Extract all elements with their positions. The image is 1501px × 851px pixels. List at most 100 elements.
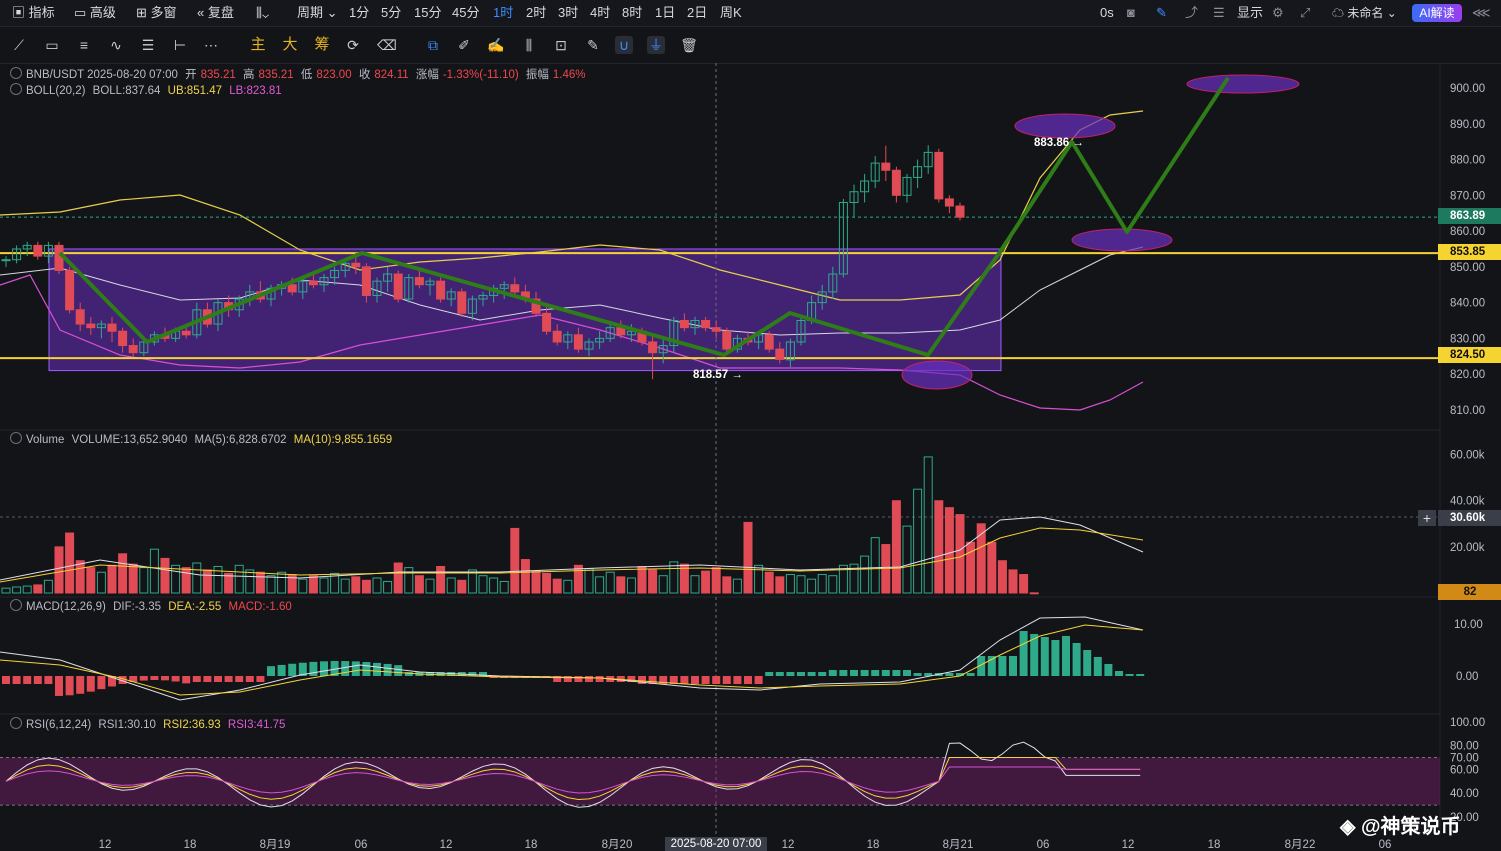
interval-0[interactable]: 1分 bbox=[349, 5, 370, 20]
macd-bar bbox=[76, 676, 85, 694]
fib-tool-icon[interactable]: ☰ bbox=[141, 37, 155, 53]
shortcut-icon[interactable]: ⤴ bbox=[1185, 5, 1199, 20]
volume-bar bbox=[955, 514, 965, 594]
line-tool-icon[interactable]: ⟋ bbox=[14, 37, 24, 53]
macd-bar bbox=[1062, 636, 1070, 676]
volume-bar bbox=[701, 570, 711, 594]
interval-2[interactable]: 15分 bbox=[414, 5, 442, 20]
volume-bar bbox=[849, 563, 859, 594]
candle-body bbox=[796, 320, 806, 343]
support-price-tag: 824.50 bbox=[1438, 347, 1501, 363]
camera-icon[interactable]: ◙ bbox=[1127, 5, 1135, 20]
interval-11[interactable]: 周K bbox=[720, 5, 742, 20]
indicators-button[interactable]: ▣ 指标 bbox=[12, 5, 55, 20]
low-value: 823.00 bbox=[316, 69, 352, 81]
price-tick-0: 900.00 bbox=[1450, 83, 1485, 95]
eraser-icon[interactable]: ⌫ bbox=[377, 37, 397, 53]
period-dropdown[interactable]: 周期 ⌄ bbox=[297, 5, 338, 20]
interval-8[interactable]: 8时 bbox=[622, 5, 643, 20]
multi-window-button[interactable]: ⊞ 多窗 bbox=[136, 5, 177, 20]
macd-bar bbox=[298, 662, 307, 676]
candle-body bbox=[404, 277, 414, 300]
rsi-zone bbox=[0, 757, 1440, 806]
macd-bar bbox=[139, 676, 148, 681]
lock-icon[interactable]: ⊡ bbox=[555, 37, 567, 53]
copy-icon[interactable]: ⧉ bbox=[428, 37, 438, 53]
candle-body bbox=[351, 262, 361, 268]
open-value: 835.21 bbox=[200, 69, 236, 81]
macd-bar bbox=[574, 676, 583, 682]
volume-bar bbox=[966, 541, 976, 594]
settings-list-icon[interactable]: ☰ bbox=[1213, 5, 1225, 20]
sync-icon[interactable]: ⟳ bbox=[347, 37, 359, 53]
horizontal-line-icon[interactable]: ⊢ bbox=[173, 37, 187, 53]
ai-analysis-button[interactable]: AI解读 bbox=[1412, 4, 1462, 22]
magnet-icon[interactable]: ∪ bbox=[615, 36, 633, 54]
trash-icon[interactable]: 🗑 bbox=[680, 37, 698, 53]
candle-body bbox=[764, 334, 774, 350]
eye-icon[interactable] bbox=[10, 717, 22, 729]
macd-bar bbox=[1125, 674, 1134, 676]
eye-icon[interactable] bbox=[10, 67, 22, 79]
rsi3-value: RSI3:41.75 bbox=[227, 719, 286, 731]
eye-icon[interactable] bbox=[10, 432, 22, 444]
volume-bar bbox=[361, 579, 371, 594]
layout-name-dropdown[interactable]: ☁ 未命名 ⌄ bbox=[1332, 6, 1397, 20]
eye-icon[interactable] bbox=[10, 83, 22, 95]
volume-bar bbox=[1, 587, 11, 594]
volume-bar bbox=[139, 567, 149, 594]
candles-icon[interactable]: ⫼ bbox=[525, 37, 533, 53]
chart-type-button[interactable]: ⫼⌄ bbox=[256, 5, 270, 20]
gear-icon[interactable]: ⚙ bbox=[1272, 5, 1284, 20]
brush-icon[interactable]: ✍ bbox=[487, 37, 505, 53]
volume-tick-1: 40.00k bbox=[1450, 496, 1485, 508]
candle-body bbox=[107, 323, 117, 332]
candle-body bbox=[531, 298, 541, 314]
more-tools-icon[interactable]: ⋯ bbox=[204, 37, 218, 53]
interval-10[interactable]: 2日 bbox=[687, 5, 708, 20]
macd-bar bbox=[775, 672, 784, 676]
volume-bar bbox=[552, 578, 562, 594]
high-annotation: 883.86 → bbox=[1034, 137, 1084, 149]
chips-button[interactable]: 筹 bbox=[314, 36, 330, 53]
macd-bar bbox=[903, 670, 911, 676]
rsi-tick-5: 20.00 bbox=[1450, 812, 1479, 824]
rectangle-tool-icon[interactable]: ▭ bbox=[45, 37, 59, 53]
interval-5[interactable]: 2时 bbox=[526, 5, 547, 20]
volume-bar bbox=[637, 565, 647, 594]
interval-9[interactable]: 1日 bbox=[655, 5, 676, 20]
ruler-icon[interactable]: ✐ bbox=[458, 37, 470, 53]
boll-ub: UB:851.47 bbox=[167, 85, 222, 97]
candle-body bbox=[393, 273, 403, 300]
share-icon[interactable]: ⋘ bbox=[1472, 5, 1491, 20]
interval-4[interactable]: 1时 bbox=[493, 5, 514, 20]
rsi2-line bbox=[5, 757, 1141, 800]
display-button[interactable]: 显示 bbox=[1237, 5, 1264, 20]
volume-bar bbox=[425, 578, 435, 594]
candle-body bbox=[446, 291, 456, 300]
resistance-price-tag: 853.85 bbox=[1438, 244, 1501, 260]
wave-tool-icon[interactable]: ∿ bbox=[110, 37, 122, 53]
fullscreen-icon[interactable]: ⤢ bbox=[1300, 5, 1311, 20]
advanced-button[interactable]: ▭ 高级 bbox=[74, 5, 116, 20]
interval-7[interactable]: 4时 bbox=[590, 5, 611, 20]
interval-6[interactable]: 3时 bbox=[558, 5, 579, 20]
macd-bar bbox=[1051, 640, 1060, 676]
candle-body bbox=[563, 334, 573, 343]
filter-icon[interactable]: ⏚ bbox=[647, 36, 665, 54]
macd-bar bbox=[1093, 657, 1102, 676]
main-indicator-button[interactable]: 主 bbox=[250, 36, 266, 53]
parallel-lines-icon[interactable]: ≡ bbox=[79, 37, 89, 53]
big-order-button[interactable]: 大 bbox=[282, 36, 298, 53]
replay-button[interactable]: « 复盘 bbox=[197, 5, 234, 20]
pen-icon[interactable]: ✎ bbox=[1156, 5, 1167, 20]
interval-1[interactable]: 5分 bbox=[381, 5, 402, 20]
interval-3[interactable]: 45分 bbox=[452, 5, 480, 20]
note-icon[interactable]: ✎ bbox=[587, 37, 599, 53]
add-crosshair-icon[interactable]: + bbox=[1418, 510, 1436, 526]
eye-icon[interactable] bbox=[10, 599, 22, 611]
volume-bar bbox=[319, 577, 329, 594]
macd-bar bbox=[33, 676, 42, 684]
macd-bar bbox=[404, 672, 413, 676]
